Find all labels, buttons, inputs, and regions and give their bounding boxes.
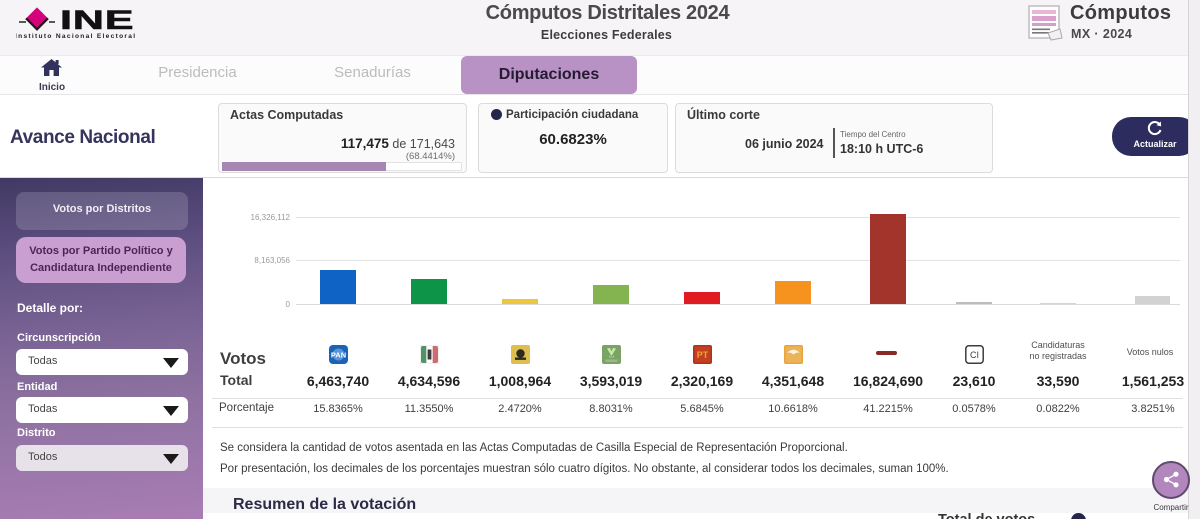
svg-text:INE: INE: [60, 4, 134, 35]
svg-text:PT: PT: [697, 350, 709, 360]
svg-text:PAN: PAN: [331, 351, 346, 360]
svg-text:CI: CI: [970, 350, 979, 360]
svg-text:Instituto Nacional Electoral: Instituto Nacional Electoral: [16, 33, 136, 40]
